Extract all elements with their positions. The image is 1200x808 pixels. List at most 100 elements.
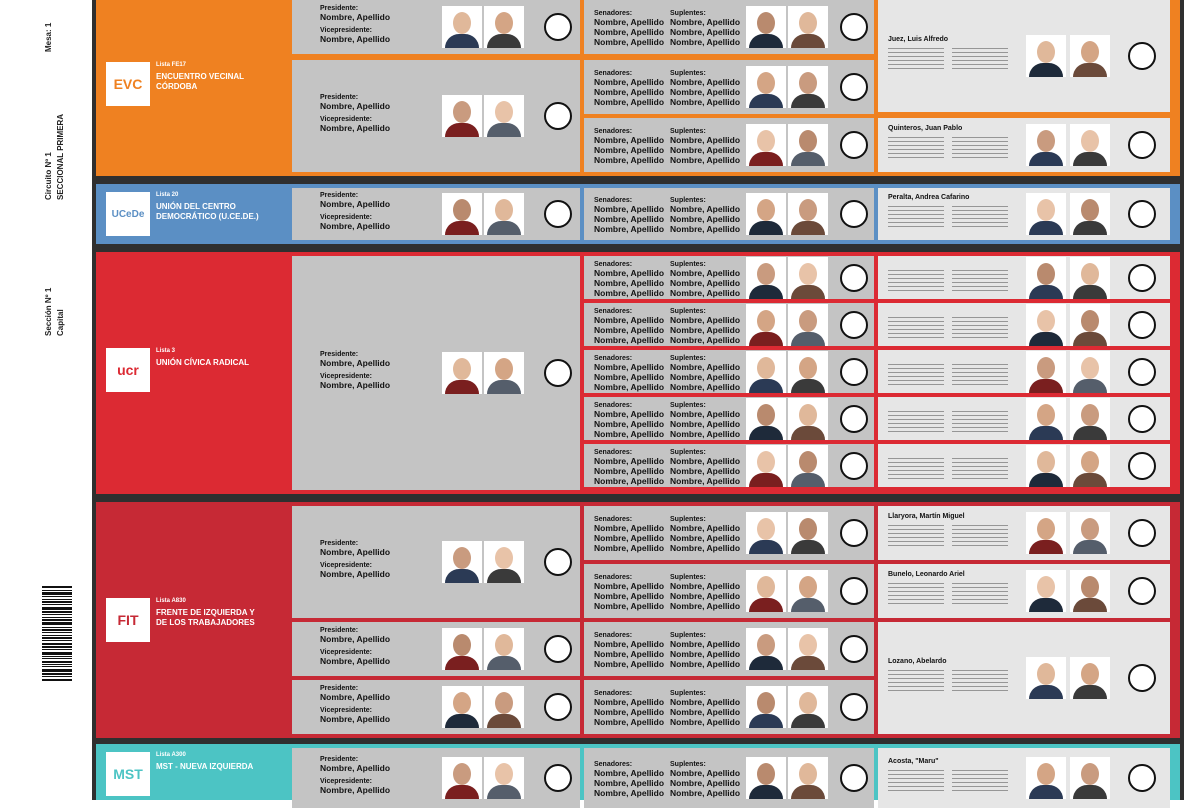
vote-circle[interactable]	[1128, 263, 1156, 292]
candidate-photo	[746, 124, 786, 166]
senator-name: Nombre, Apellido	[594, 145, 665, 155]
senator-name: Nombre, Apellido	[594, 455, 665, 466]
vicepresident-name: Nombre, Apellido	[320, 380, 391, 390]
vote-circle[interactable]	[840, 519, 868, 547]
vote-circle[interactable]	[840, 404, 868, 433]
candidate-body	[749, 598, 783, 612]
president-label: Presidente:	[320, 351, 359, 358]
candidate-photo	[1026, 757, 1066, 799]
senate-cell: Senadores: Suplentes: Nombre, Apellido Nomb…	[584, 303, 874, 346]
vote-circle[interactable]	[544, 359, 572, 387]
candidate-head	[757, 576, 775, 598]
vote-circle[interactable]	[1128, 42, 1156, 70]
candidate-photo	[1070, 350, 1110, 393]
president-label: Presidente:	[320, 94, 359, 101]
vote-circle[interactable]	[1128, 404, 1156, 433]
senators-label: Senadores:	[594, 260, 633, 268]
candidate-head	[495, 12, 513, 34]
governor-cell: Juez, Luis Alfredo	[878, 0, 1170, 112]
candidate-body	[749, 284, 783, 299]
senator-name: Nombre, Apellido	[594, 465, 665, 476]
candidate-body	[791, 425, 825, 440]
candidate-body	[1073, 540, 1107, 554]
candidate-photo	[1070, 193, 1110, 235]
vote-circle[interactable]	[544, 764, 572, 792]
senator-name: Nombre, Apellido	[594, 543, 665, 553]
candidate-body	[1029, 152, 1063, 166]
vote-circle[interactable]	[840, 13, 868, 41]
candidate-head	[1081, 41, 1099, 63]
candidate-photo	[788, 444, 828, 487]
vote-circle[interactable]	[840, 263, 868, 292]
vicepresident-label: Vicepresidente:	[320, 778, 373, 785]
vote-circle[interactable]	[1128, 451, 1156, 480]
candidate-photo	[788, 6, 828, 48]
senator-name: Nombre, Apellido	[594, 77, 665, 87]
candidate-head	[495, 763, 513, 785]
candidate-body	[749, 152, 783, 166]
senator-name: Nombre, Apellido	[594, 135, 665, 145]
senate-cell: Senadores: Suplentes: Nombre, Apellido Nomb…	[584, 350, 874, 393]
candidate-body	[445, 380, 479, 394]
candidate-body	[487, 380, 521, 394]
vote-circle[interactable]	[840, 451, 868, 480]
vote-circle[interactable]	[544, 200, 572, 228]
vote-circle[interactable]	[1128, 764, 1156, 792]
vote-circle[interactable]	[1128, 519, 1156, 547]
vote-circle[interactable]	[544, 693, 572, 721]
governor-name: Bunelo, Leonardo Ariel	[888, 571, 965, 578]
candidate-head	[495, 101, 513, 123]
alternate-name: Nombre, Apellido	[670, 87, 741, 97]
vote-circle[interactable]	[1128, 357, 1156, 386]
candidate-body	[1029, 425, 1063, 440]
vote-circle[interactable]	[1128, 310, 1156, 339]
candidate-photo	[1070, 256, 1110, 299]
alternates-label: Suplentes:	[670, 10, 706, 17]
vote-circle[interactable]	[840, 73, 868, 101]
candidate-photo	[746, 303, 786, 346]
party-logo-icon: MST	[106, 752, 150, 796]
vote-circle[interactable]	[544, 635, 572, 663]
candidate-photo	[746, 6, 786, 48]
senate-cell: Senadores: Suplentes: Nombre, Apellido Nomb…	[584, 622, 874, 676]
party-logo-text: FIT	[117, 612, 139, 628]
vote-circle[interactable]	[840, 200, 868, 228]
alternate-name: Nombre, Apellido	[670, 155, 741, 165]
senator-name: Nombre, Apellido	[594, 408, 665, 419]
candidate-photo	[1026, 397, 1066, 440]
alternate-name: Nombre, Apellido	[670, 778, 741, 788]
candidate-photo	[484, 6, 524, 48]
vote-circle[interactable]	[544, 548, 572, 576]
senate-cell: Senadores: Suplentes: Nombre, Apellido Nomb…	[584, 680, 874, 734]
party-logo-text: ucr	[117, 362, 139, 378]
alternates-label: Suplentes:	[670, 632, 706, 639]
president-name: Nombre, Apellido	[320, 634, 391, 644]
vote-circle[interactable]	[840, 635, 868, 663]
candidate-body	[445, 569, 479, 583]
vote-circle[interactable]	[840, 693, 868, 721]
vote-circle[interactable]	[544, 13, 572, 41]
fine-print	[952, 316, 1008, 339]
alternate-name: Nombre, Apellido	[670, 204, 741, 214]
vote-circle[interactable]	[840, 310, 868, 339]
vote-circle[interactable]	[544, 102, 572, 130]
candidate-body	[487, 714, 521, 728]
senator-name: Nombre, Apellido	[594, 381, 665, 392]
alternate-name: Nombre, Apellido	[670, 523, 741, 533]
fine-print	[888, 269, 944, 292]
vote-circle[interactable]	[1128, 577, 1156, 605]
vote-circle[interactable]	[1128, 200, 1156, 228]
vote-circle[interactable]	[840, 357, 868, 386]
candidate-photo	[788, 66, 828, 108]
vote-circle[interactable]	[840, 577, 868, 605]
vote-circle[interactable]	[840, 764, 868, 792]
governor-cell	[878, 444, 1170, 487]
vote-circle[interactable]	[1128, 664, 1156, 692]
candidate-photo	[484, 686, 524, 728]
candidate-photo	[1070, 657, 1110, 699]
candidate-head	[1081, 663, 1099, 685]
vote-circle[interactable]	[1128, 131, 1156, 159]
candidate-head	[1081, 199, 1099, 221]
party-name: MST - NUEVA IZQUIERDA	[156, 762, 254, 771]
vote-circle[interactable]	[840, 131, 868, 159]
